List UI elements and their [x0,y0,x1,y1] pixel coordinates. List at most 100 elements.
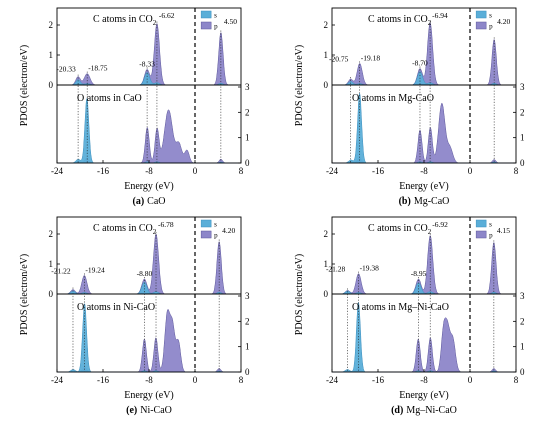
legend-swatch-s [200,10,212,19]
y-tick-label: 1 [49,50,54,60]
peak-annotation: -18.75 [88,64,108,73]
y-tick-label: 2 [49,20,54,30]
x-tick-label: 8 [239,375,244,385]
x-tick-label: -8 [420,166,428,176]
y-tick-label: 0 [49,289,54,299]
x-axis-title: Energy (eV) [124,181,174,192]
y-tick-label: 3 [520,291,525,301]
legend-label-s: s [214,12,217,20]
upper-panel-label-text: C atoms in CO [368,14,428,25]
y-tick-label: 1 [245,133,250,143]
peak-annotation: -21.28 [326,265,346,274]
x-tick-label: -16 [97,375,109,385]
peak-annotation: -6.92 [432,220,448,229]
y-tick-label: 0 [324,289,329,299]
peak-annotation: -20.75 [329,54,349,63]
y-tick-label: 3 [245,82,250,92]
x-axis-title: Energy (eV) [399,390,449,401]
peak-annotation: 4.20 [222,226,235,235]
legend-swatch-s [475,219,487,228]
panel-caption-letter: (b) [399,196,411,207]
legend-label-s: s [489,221,492,229]
x-tick-label: -8 [145,166,153,176]
x-tick-label: -24 [326,166,338,176]
peak-annotation: -21.22 [51,266,71,275]
x-tick-label: 0 [468,375,473,385]
x-tick-label: 0 [193,375,198,385]
peak-annotation: 4.50 [224,17,237,26]
y-tick-label: 2 [324,229,329,239]
panel-caption-letter: (d) [391,405,403,416]
y-tick-label: 2 [520,107,525,117]
y-tick-label: 2 [245,107,250,117]
y-tick-label: 0 [520,158,525,168]
y-tick-label: 0 [49,80,54,90]
upper-panel-label-text: C atoms in CO [93,14,153,25]
y-tick-label: 2 [49,229,54,239]
x-tick-label: 0 [468,166,473,176]
peak-annotation: -20.33 [56,65,76,74]
peak-annotation: -6.78 [158,220,174,229]
y-tick-label: 1 [245,342,250,352]
y-tick-label: 3 [245,291,250,301]
panel-caption: (b) Mg-CaO [399,196,450,207]
y-tick-label: 0 [324,80,329,90]
x-tick-label: -16 [97,166,109,176]
panel-caption: (d) Mg–Ni-CaO [391,405,457,416]
y-tick-label: 1 [324,259,329,269]
y-axis-title: PDOS (electron/eV) [19,45,30,126]
x-tick-label: -8 [145,375,153,385]
y-tick-label: 2 [245,316,250,326]
upper-panel-label: C atoms in CO2 [93,14,157,27]
y-tick-label: 3 [520,82,525,92]
y-tick-label: 1 [49,259,54,269]
peak-annotation: -6.62 [159,11,175,20]
subscript-two: 2 [153,19,157,27]
y-tick-label: 0 [520,367,525,377]
y-tick-label: 2 [324,20,329,30]
panel-caption-text: Ni-CaO [140,405,172,416]
y-tick-label: 2 [520,316,525,326]
x-tick-label: -24 [51,375,63,385]
x-axis-title: Energy (eV) [124,390,174,401]
panel-caption: (a) CaO [132,196,165,207]
legend-label-p: p [214,23,218,31]
panel-caption-text: CaO [147,196,165,207]
x-tick-label: -8 [420,375,428,385]
panel-caption-letter: (a) [132,196,144,207]
legend-swatch-p [475,230,487,239]
legend-swatch-p [200,21,212,30]
legend-label-p: p [489,23,493,31]
y-tick-label: 1 [324,50,329,60]
legend-label-s: s [489,12,492,20]
peak-annotation: -6.94 [432,11,448,20]
peak-annotation: -8.33 [139,59,155,68]
panel-caption: (e) Ni-CaO [126,405,172,416]
legend-swatch-s [200,219,212,228]
subscript-two: 2 [153,228,157,236]
legend-swatch-s [475,10,487,19]
lower-panel-label: O atoms in Mg-CaO [352,93,434,104]
legend-swatch-p [475,21,487,30]
legend-swatch-p [200,230,212,239]
x-tick-label: 8 [239,166,244,176]
legend-label-s: s [214,221,217,229]
x-axis-title: Energy (eV) [399,181,449,192]
lower-panel-label: O atoms in Mg–Ni-CaO [352,302,449,313]
x-tick-label: -24 [326,375,338,385]
upper-panel-label-text: C atoms in CO [368,223,428,234]
x-tick-label: 0 [193,166,198,176]
peak-annotation: -8.95 [411,269,427,278]
upper-panel-label-text: C atoms in CO [93,223,153,234]
y-tick-label: 0 [245,367,250,377]
y-tick-label: 0 [245,158,250,168]
y-tick-label: 1 [520,342,525,352]
panel-caption-letter: (e) [126,405,137,416]
y-tick-label: 1 [520,133,525,143]
peak-annotation: -19.38 [360,264,380,273]
lower-panel-label: O atoms in CaO [77,93,142,104]
